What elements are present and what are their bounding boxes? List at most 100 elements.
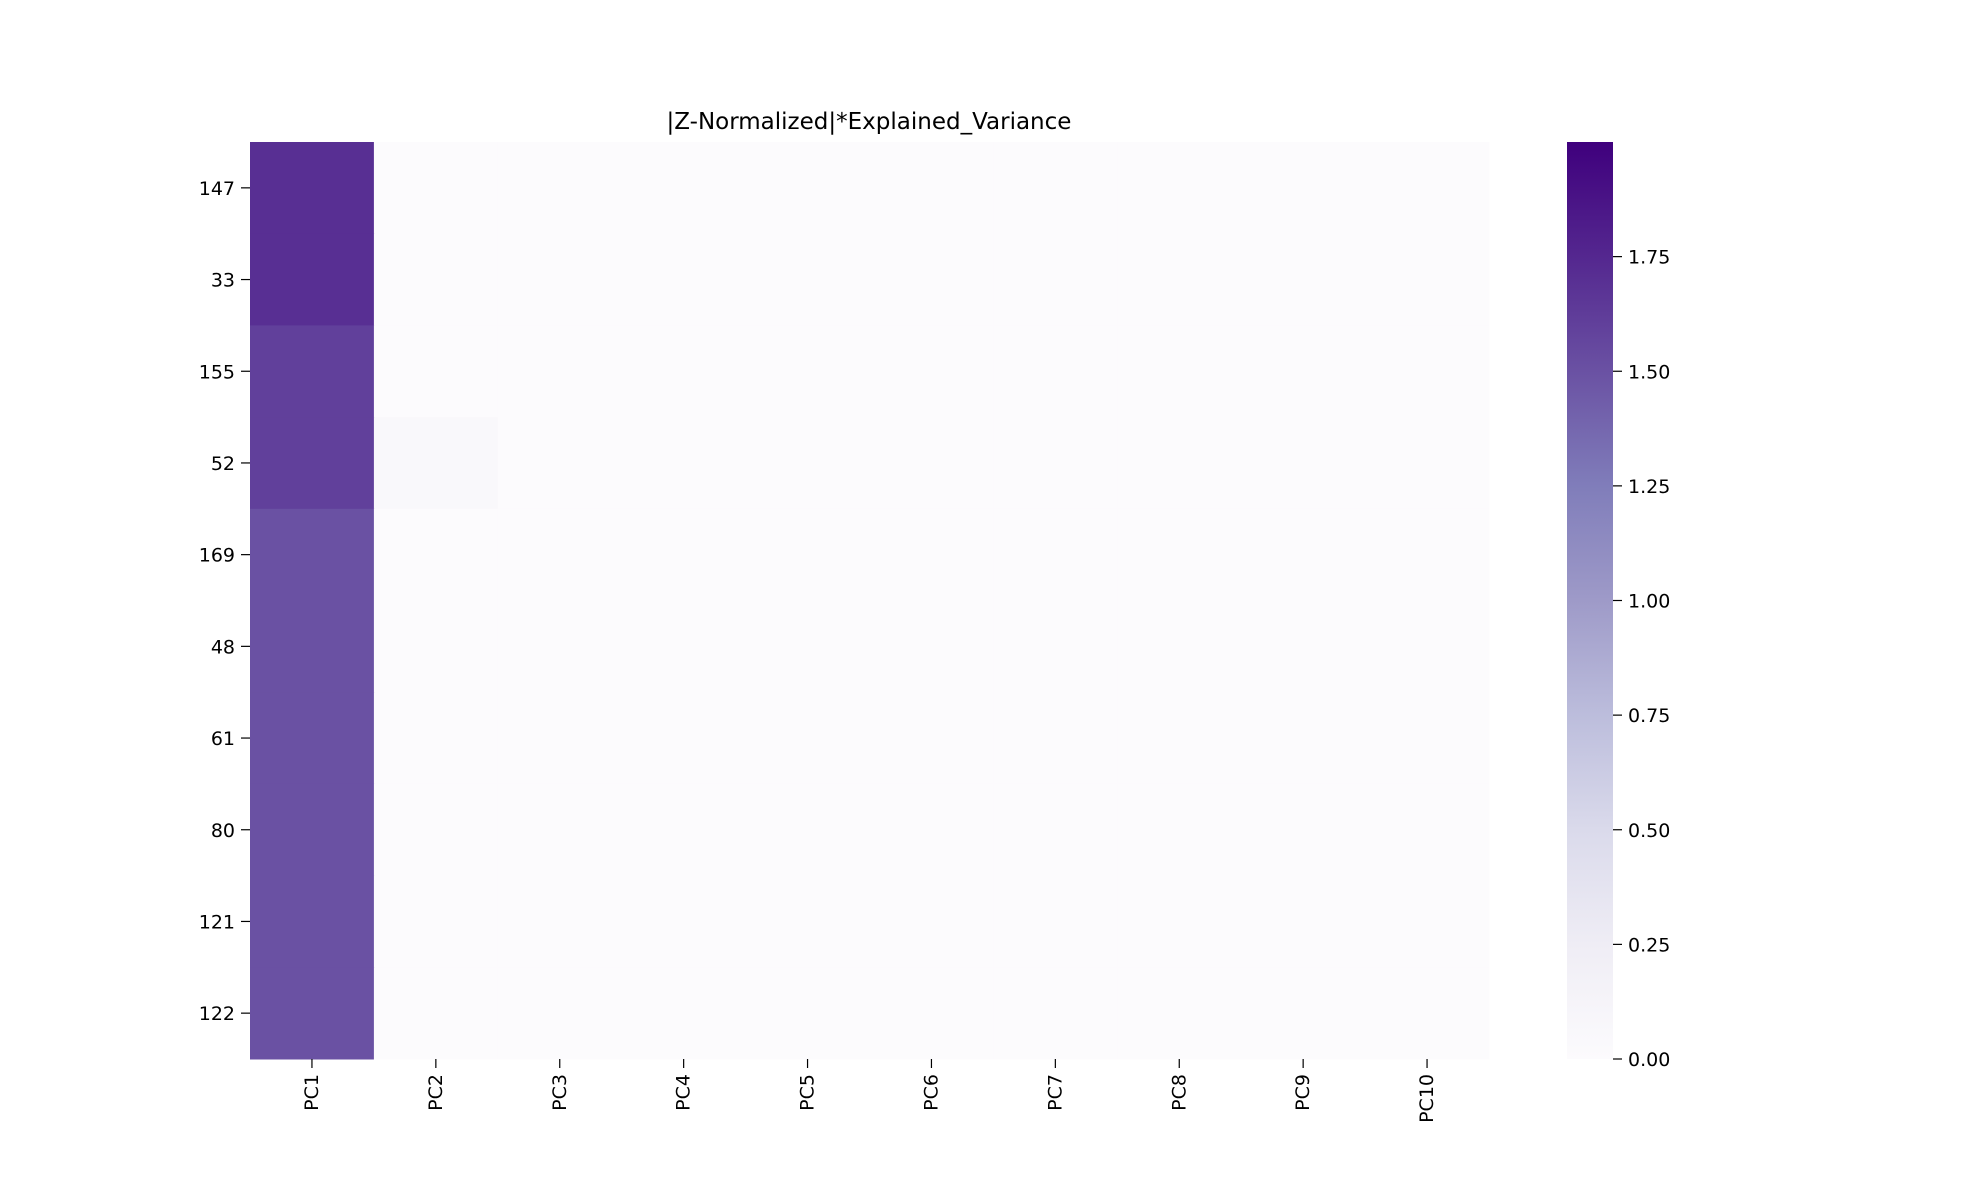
colorbar: 0.00 0.25 0.50 0.75 1.00 1.25 1.50 1.75: [1567, 142, 1670, 1071]
heatmap-cell-52-PC2: [373, 417, 499, 510]
heatmap-cell-155-PC10: [1365, 325, 1490, 418]
heatmap-cell-121-PC2: [373, 875, 499, 968]
colorbar-tick-label: 1.75: [1628, 247, 1670, 269]
x-tick: PC4: [673, 1059, 695, 1111]
heatmap-cell-80-PC7: [993, 783, 1118, 877]
y-tick-label: 61: [211, 728, 235, 750]
colorbar-tick: 0.00: [1613, 1049, 1670, 1071]
heatmap-cell-48-PC2: [373, 600, 499, 693]
x-tick-label: PC7: [1044, 1074, 1066, 1111]
heatmap-cell-169-PC6: [869, 508, 994, 601]
heatmap-cell-61-PC1: [250, 692, 375, 785]
heatmap-cell-122-PC2: [373, 967, 499, 1060]
y-tick: 122: [199, 1003, 250, 1025]
heatmap-cell-122-PC8: [1117, 967, 1242, 1060]
y-tick: 169: [199, 545, 250, 567]
heatmap-cell-155-PC2: [373, 325, 499, 418]
heatmap-cell-169-PC9: [1241, 508, 1366, 601]
x-tick-label: PC10: [1416, 1074, 1438, 1123]
x-tick: PC2: [425, 1059, 447, 1111]
heatmap-cell-80-PC8: [1117, 783, 1242, 877]
heatmap-cell-80-PC3: [497, 783, 623, 877]
heatmap-cell-147-PC4: [621, 142, 747, 235]
heatmap-cell-155-PC5: [745, 325, 870, 418]
heatmap-cell-48-PC9: [1241, 600, 1366, 693]
colorbar-tick: 1.50: [1613, 361, 1670, 383]
colorbar-tick-label: 1.25: [1628, 476, 1670, 498]
heatmap-cells: [250, 142, 1490, 1060]
heatmap-cell-121-PC4: [621, 875, 747, 968]
y-tick: 155: [199, 361, 250, 383]
heatmap-cell-80-PC10: [1365, 783, 1490, 877]
heatmap-cell-33-PC8: [1117, 233, 1242, 326]
heatmap-cell-122-PC3: [497, 967, 623, 1060]
heatmap-cell-33-PC3: [497, 233, 623, 326]
heatmap-cell-147-PC10: [1365, 142, 1490, 235]
heatmap-cell-52-PC9: [1241, 417, 1366, 510]
x-tick-label: PC5: [797, 1074, 819, 1111]
heatmap-cell-48-PC8: [1117, 600, 1242, 693]
colorbar-tick-label: 1.00: [1628, 591, 1670, 613]
y-tick: 33: [211, 270, 250, 292]
x-tick-label: PC6: [920, 1074, 942, 1111]
heatmap-cell-80-PC2: [373, 783, 499, 877]
heatmap-cell-33-PC1: [250, 233, 375, 326]
heatmap-cell-33-PC9: [1241, 233, 1366, 326]
heatmap-cell-147-PC3: [497, 142, 623, 235]
colorbar-tick-label: 1.50: [1628, 361, 1670, 383]
x-tick-label: PC9: [1292, 1074, 1314, 1111]
heatmap-cell-122-PC9: [1241, 967, 1366, 1060]
heatmap-cell-122-PC4: [621, 967, 747, 1060]
heatmap-cell-122-PC10: [1365, 967, 1490, 1060]
heatmap-cell-80-PC4: [621, 783, 747, 877]
y-tick-label: 80: [211, 820, 235, 842]
heatmap-cell-80-PC9: [1241, 783, 1366, 877]
heatmap-cell-48-PC7: [993, 600, 1118, 693]
heatmap-cell-33-PC2: [373, 233, 499, 326]
colorbar-tick: 1.25: [1613, 476, 1670, 498]
heatmap-cell-80-PC1: [250, 783, 375, 877]
y-tick-label: 48: [211, 636, 235, 658]
heatmap-cell-48-PC4: [621, 600, 747, 693]
heatmap-cell-169-PC7: [993, 508, 1118, 601]
heatmap-cell-155-PC6: [869, 325, 994, 418]
heatmap-cell-155-PC9: [1241, 325, 1366, 418]
heatmap-cell-52-PC6: [869, 417, 994, 510]
heatmap-cell-61-PC3: [497, 692, 623, 785]
heatmap-cell-33-PC4: [621, 233, 747, 326]
heatmap-cell-122-PC1: [250, 967, 375, 1060]
x-tick: PC7: [1044, 1059, 1066, 1111]
heatmap-cell-169-PC10: [1365, 508, 1490, 601]
x-tick: PC5: [797, 1059, 819, 1111]
heatmap-cell-48-PC10: [1365, 600, 1490, 693]
heatmap-cell-169-PC4: [621, 508, 747, 601]
heatmap-cell-169-PC3: [497, 508, 623, 601]
heatmap-cell-33-PC6: [869, 233, 994, 326]
heatmap-cell-48-PC6: [869, 600, 994, 693]
heatmap-cell-169-PC5: [745, 508, 870, 601]
y-tick-label: 33: [211, 270, 235, 292]
heatmap-cell-80-PC5: [745, 783, 870, 877]
heatmap-cell-80-PC6: [869, 783, 994, 877]
chart-title: |Z-Normalized|*Explained_Variance: [667, 109, 1072, 135]
colorbar-tick-label: 0.75: [1628, 705, 1670, 727]
heatmap-cell-52-PC7: [993, 417, 1118, 510]
x-tick-label: PC1: [301, 1074, 323, 1111]
heatmap-cell-147-PC6: [869, 142, 994, 235]
y-tick: 121: [199, 911, 250, 933]
y-tick-label: 155: [199, 361, 235, 383]
x-tick-label: PC4: [673, 1074, 695, 1111]
heatmap-cell-147-PC9: [1241, 142, 1366, 235]
heatmap-cell-61-PC4: [621, 692, 747, 785]
heatmap-cell-121-PC10: [1365, 875, 1490, 968]
heatmap-cell-121-PC8: [1117, 875, 1242, 968]
heatmap-cell-33-PC7: [993, 233, 1118, 326]
x-tick: PC8: [1168, 1059, 1190, 1111]
x-tick: PC6: [920, 1059, 942, 1111]
heatmap-cell-48-PC3: [497, 600, 623, 693]
y-tick-label: 121: [199, 911, 235, 933]
y-tick-label: 122: [199, 1003, 235, 1025]
heatmap-cell-155-PC3: [497, 325, 623, 418]
heatmap-cell-121-PC3: [497, 875, 623, 968]
